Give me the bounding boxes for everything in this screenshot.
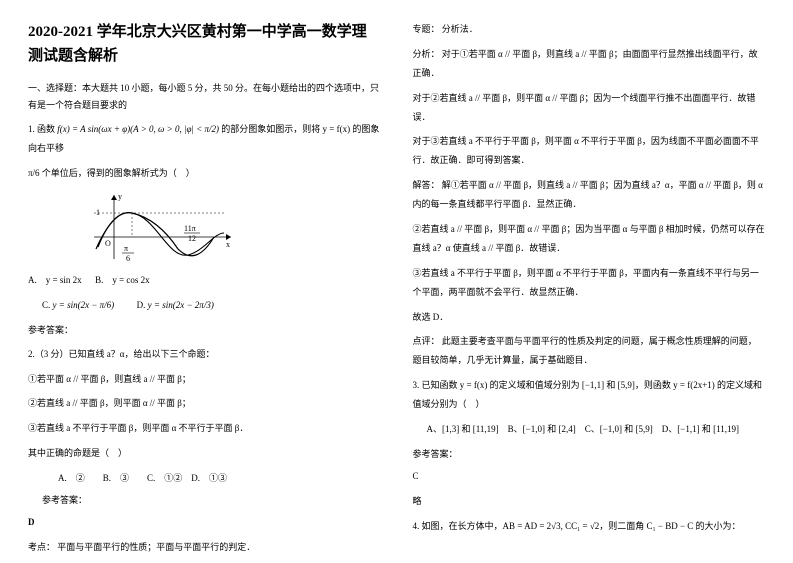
q1-stem: 1. 函数 f(x) = A sin(ωx + φ)(A > 0, ω > 0,… [28,120,381,158]
graph-pi6-num: π [124,244,128,253]
jieda-p2: ②若直线 a // 平面 β，则平面 α // 平面 β；因为当平面 α 与平面… [413,220,766,258]
q1-row1: A. y = sin 2x B. y = cos 2x [28,271,381,290]
q2-p1: ①若平面 α // 平面 β，则直线 a // 平面 β； [28,370,381,389]
dianping-text: 此题主要考查平面与平面平行的性质及判定的问题，属于概念性质理解的问题，题目较简单… [413,336,757,365]
kaodian: 考点： 平面与平面平行的性质；平面与平面平行的判定． [28,538,381,557]
q1-opt-d-prefix: D. [137,300,146,310]
q2-ref-ans-label: 参考答案： [42,491,381,509]
kaodian-text: 平面与平面平行的性质；平面与平面平行的判定． [57,542,255,552]
sine-graph-svg: O 1 y x 11π 12 π 6 [86,189,236,267]
kaodian-label: 考点： [28,542,55,552]
q1-opt-c-prefix: C. [42,300,50,310]
q3-ans: C [413,467,766,486]
q2-p2: ②若直线 a // 平面 β，则平面 α // 平面 β； [28,394,381,413]
q2-ask: 其中正确的命题是（ ） [28,444,381,463]
dianping: 点评： 此题主要考查平面与平面平行的性质及判定的问题，属于概念性质理解的问题，题… [413,332,766,370]
gu-xuan: 故选 D． [413,308,766,327]
graph-x-label: x [226,240,230,249]
jieda-text-1: 解①若平面 α // 平面 β，则直线 a // 平面 β；因为直线 a？α，平… [413,180,763,209]
jieda-p1: 解答： 解①若平面 α // 平面 β，则直线 a // 平面 β；因为直线 a… [413,176,766,214]
zhuanti-label: 专题： [413,24,440,34]
q3-stem: 3. 已知函数 y = f(x) 的定义域和值域分别为 [−1,1] 和 [5,… [413,376,766,414]
zhuanti-text: 分析法． [442,24,478,34]
q1-opt-c: y = sin(2x − π/6) [53,300,115,310]
jieda-label: 解答： [413,180,440,190]
q2-ans: D [28,513,381,532]
q1-formula: f(x) = A sin(ωx + φ)(A > 0, ω > 0, |φ| <… [57,124,219,134]
q4-stem: 4. 如图，在长方体中，AB = AD = 2√3, CC₁ = √2，则二面角… [413,517,766,536]
jieda-p3: ③若直线 a 不平行于平面 β，则平面 α 不平行于平面 β，平面内有一条直线不… [413,264,766,302]
graph-11pi12-den: 12 [188,234,196,243]
q1-opt-d: y = sin(2x − 2π/3) [148,300,214,310]
q1-ref-ans-label: 参考答案： [28,321,381,339]
fenxi-label: 分析： [413,49,440,59]
fenxi-p2: 对于②若直线 a // 平面 β，则平面 α // 平面 β；因为一个线面平行推… [413,89,766,127]
dianping-label: 点评： [413,336,440,346]
fenxi-p3: 对于③若直线 a 不平行于平面 β，则平面 α 不平行于平面 β，因为线面不平面… [413,132,766,170]
graph-11pi12-label: 11π [184,224,196,233]
fenxi-p1: 分析： 对于①若平面 α // 平面 β，则直线 a // 平面 β；由面面平行… [413,45,766,83]
graph-pi6-den: 6 [126,254,130,263]
q1-stem-1: 1. 函数 [28,124,55,134]
q3-lue: 略 [413,492,766,511]
graph-1-label: 1 [96,208,100,217]
zhuanti: 专题： 分析法． [413,20,766,39]
q3-opts: A、[1,3] 和 [11,19] B、[−1,0] 和 [2,4] C、[−1… [427,420,766,439]
q2-stem: 2.（3 分）已知直线 a？α，给出以下三个命题： [28,345,381,364]
q1-stem-3: π/6 个单位后，得到的图象解析式为（ ） [28,164,381,183]
section-1-head: 一、选择题：本大题共 10 小题，每小题 5 分，共 50 分。在每小题给出的四… [28,80,381,114]
q1-row2: C. y = sin(2x − π/6) D. y = sin(2x − 2π/… [28,296,381,315]
q2-p3: ③若直线 a 不平行于平面 β，则平面 α 不平行于平面 β． [28,419,381,438]
fenxi-text: 对于①若平面 α // 平面 β，则直线 a // 平面 β；由面面平行显然推出… [413,49,758,78]
q2-opts: A. ② B. ③ C. ①② D. ①③ [58,469,381,487]
graph-origin-label: O [105,239,111,248]
q1-opt-a: A. y = sin 2x [28,275,82,285]
graph-y-label: y [118,192,122,201]
q1-graph: O 1 y x 11π 12 π 6 [86,189,236,267]
doc-title: 2020-2021 学年北京大兴区黄村第一中学高一数学理测试题含解析 [28,20,381,68]
q1-opt-b: B. y = cos 2x [95,275,150,285]
q3-ref-ans-label: 参考答案： [413,445,766,463]
